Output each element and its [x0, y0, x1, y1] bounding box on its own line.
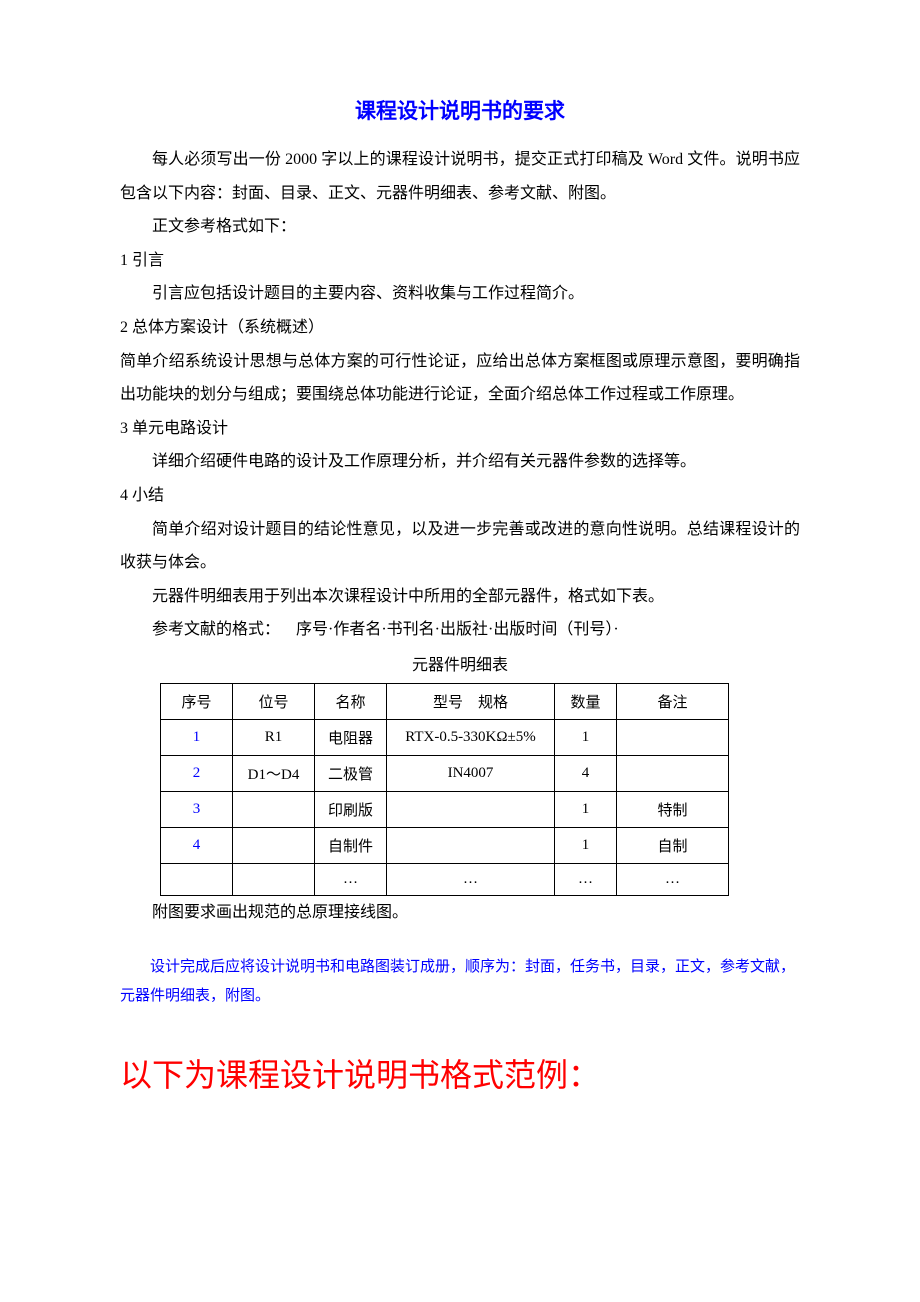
table-cell: 3 — [161, 791, 233, 827]
table-cell: 1 — [555, 791, 617, 827]
table-row: 2 D1～D4 二极管 IN4007 4 — [161, 755, 729, 791]
footer-note: 设计完成后应将设计说明书和电路图装订成册，顺序为：封面，任务书，目录，正文，参考… — [120, 953, 800, 1010]
table-header-qty: 数量 — [555, 683, 617, 719]
table-cell: 4 — [555, 755, 617, 791]
paragraph-components: 元器件明细表用于列出本次课程设计中所用的全部元器件，格式如下表。 — [120, 580, 800, 614]
table-cell — [233, 827, 315, 863]
table-cell — [617, 719, 729, 755]
table-cell: … — [555, 863, 617, 895]
table-cell: D1～D4 — [233, 755, 315, 791]
table-cell: IN4007 — [387, 755, 555, 791]
table-cell: 4 — [161, 827, 233, 863]
table-header-model: 型号 规格 — [387, 683, 555, 719]
paragraph-attachment: 附图要求画出规范的总原理接线图。 — [120, 896, 800, 930]
table-header-row: 序号 位号 名称 型号 规格 数量 备注 — [161, 683, 729, 719]
table-cell — [387, 791, 555, 827]
example-heading: 以下为课程设计说明书格式范例： — [120, 1050, 800, 1096]
section-3-heading: 3 单元电路设计 — [120, 412, 800, 446]
table-cell: 1 — [555, 827, 617, 863]
table-row: 4 自制件 1 自制 — [161, 827, 729, 863]
section-2-body: 简单介绍系统设计思想与总体方案的可行性论证，应给出总体方案框图或原理示意图，要明… — [120, 345, 800, 412]
table-cell — [161, 863, 233, 895]
table-cell: R1 — [233, 719, 315, 755]
table-cell: … — [387, 863, 555, 895]
table-row: 1 R1 电阻器 RTX-0.5-330KΩ±5% 1 — [161, 719, 729, 755]
section-3-body: 详细介绍硬件电路的设计及工作原理分析，并介绍有关元器件参数的选择等。 — [120, 445, 800, 479]
table-cell: 二极管 — [315, 755, 387, 791]
section-4-body: 简单介绍对设计题目的结论性意见，以及进一步完善或改进的意向性说明。总结课程设计的… — [120, 513, 800, 580]
section-4-heading: 4 小结 — [120, 479, 800, 513]
table-cell — [233, 863, 315, 895]
section-2-heading: 2 总体方案设计（系统概述） — [120, 311, 800, 345]
table-row: … … … … — [161, 863, 729, 895]
table-cell: 自制 — [617, 827, 729, 863]
section-1-body: 引言应包括设计题目的主要内容、资料收集与工作过程简介。 — [120, 277, 800, 311]
paragraph-format-intro: 正文参考格式如下： — [120, 210, 800, 244]
table-row: 3 印刷版 1 特制 — [161, 791, 729, 827]
table-cell: 电阻器 — [315, 719, 387, 755]
table-cell: 2 — [161, 755, 233, 791]
table-cell: 印刷版 — [315, 791, 387, 827]
table-header-name: 名称 — [315, 683, 387, 719]
paragraph-references: 参考文献的格式： 序号·作者名·书刊名·出版社·出版时间（刊号）· — [120, 613, 800, 647]
table-header-seq: 序号 — [161, 683, 233, 719]
paragraph-intro: 每人必须写出一份 2000 字以上的课程设计说明书，提交正式打印稿及 Word … — [120, 143, 800, 210]
table-caption: 元器件明细表 — [120, 649, 800, 683]
table-cell — [617, 755, 729, 791]
page-title: 课程设计说明书的要求 — [120, 95, 800, 125]
table-header-pos: 位号 — [233, 683, 315, 719]
table-cell: 1 — [555, 719, 617, 755]
table-cell — [233, 791, 315, 827]
table-header-notes: 备注 — [617, 683, 729, 719]
table-cell: 自制件 — [315, 827, 387, 863]
section-1-heading: 1 引言 — [120, 244, 800, 278]
table-cell — [387, 827, 555, 863]
table-cell: … — [315, 863, 387, 895]
table-cell: 1 — [161, 719, 233, 755]
table-cell: RTX-0.5-330KΩ±5% — [387, 719, 555, 755]
table-cell: 特制 — [617, 791, 729, 827]
components-table: 序号 位号 名称 型号 规格 数量 备注 1 R1 电阻器 RTX-0.5-33… — [160, 683, 729, 896]
table-cell: … — [617, 863, 729, 895]
